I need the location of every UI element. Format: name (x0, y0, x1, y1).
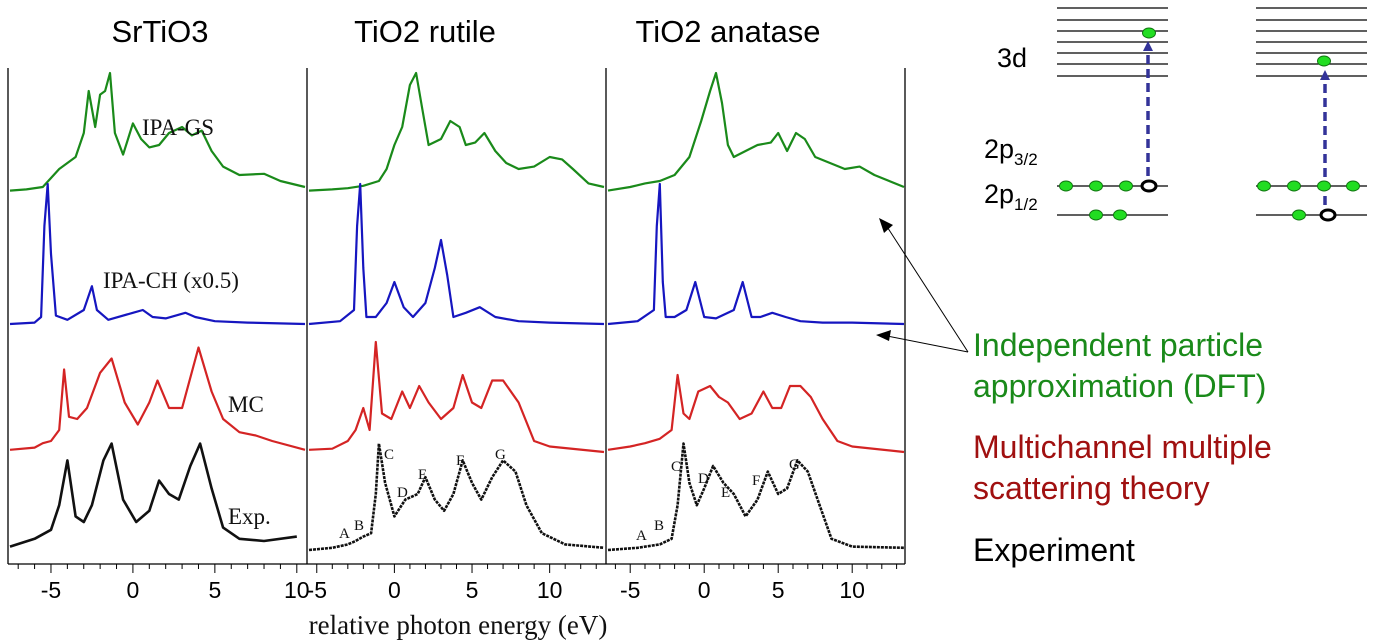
arrowhead-icon (1143, 41, 1153, 51)
legend-exp: Experiment (973, 532, 1135, 568)
feature-label: G (495, 447, 506, 463)
legend-mc-line1: Multichannel multiple (973, 429, 1272, 465)
curve-mc-rutile (308, 340, 605, 454)
electron-icon (1257, 180, 1271, 192)
curve-mc-srtio3 (9, 346, 306, 451)
feature-label: F (456, 453, 464, 469)
legend-ipa-line2: approximation (DFT) (973, 368, 1267, 404)
core-hole-icon (1319, 208, 1337, 222)
electron-icon (1317, 180, 1331, 192)
feature-label: A (636, 528, 647, 544)
x-tick-label: 5 (466, 577, 479, 603)
x-tick-label: 10 (839, 577, 865, 603)
arrowhead-icon (876, 330, 891, 341)
level-label-2p32: 2p3/2 (984, 134, 1038, 169)
curve-ipa-gs-anatase (607, 71, 905, 192)
level-label-main: 2p (984, 179, 1014, 209)
feature-labels-rutile: A B C D E F G (339, 447, 506, 542)
legend-ipa-line1: Independent particle (973, 327, 1263, 363)
feature-label: E (721, 485, 730, 501)
level-label-main: 2p (984, 134, 1014, 164)
annotation-ipa-ch: IPA-CH (x0.5) (103, 268, 239, 293)
feature-label: C (671, 459, 681, 475)
curve-exp-rutile (308, 442, 605, 552)
feature-label: B (654, 518, 664, 534)
feature-label: C (384, 447, 394, 463)
x-tick-label: 0 (698, 577, 711, 603)
electron-icon (1089, 180, 1103, 192)
electron-icon (1292, 209, 1306, 221)
arrowhead-icon (1320, 70, 1330, 80)
legend-pointer-arrows (881, 221, 969, 353)
panel-title-srtio3: SrTiO3 (111, 14, 208, 49)
annotation-mc: MC (228, 392, 264, 417)
legend-mc-line2: scattering theory (973, 470, 1210, 506)
x-tick-label: -5 (41, 577, 61, 603)
arrowhead-icon (879, 218, 893, 233)
level-label-subscript: 1/2 (1014, 195, 1038, 214)
x-tick-label: 10 (537, 577, 563, 603)
electron-icon (1089, 209, 1103, 221)
curve-mc-anatase (607, 373, 905, 454)
curve-ipa-ch-srtio3 (9, 182, 306, 326)
x-tick-label: 0 (127, 577, 140, 603)
spectra-curves (9, 71, 905, 552)
curve-exp-srtio3 (9, 442, 297, 548)
curve-ipa-gs-rutile (308, 71, 605, 192)
feature-label: G (789, 457, 800, 473)
curve-ipa-ch-anatase (607, 182, 905, 326)
electron-icon (1317, 55, 1331, 67)
x-tick-label: -5 (620, 577, 640, 603)
core-hole-icon (1140, 179, 1158, 193)
curve-ipa-ch-rutile (308, 182, 605, 326)
x-axis-ticks: -5 0 5 10-5 0 5 10 -5 0 5 10 (17, 564, 898, 603)
panel-title-rutile: TiO2 rutile (354, 14, 496, 49)
panel-title-anatase: TiO2 anatase (636, 14, 821, 49)
electron-icon (1287, 180, 1301, 192)
feature-labels-anatase: A B C D E F G (636, 457, 800, 544)
feature-label: A (339, 526, 350, 542)
annotation-ipa-gs: IPA-GS (142, 115, 214, 140)
feature-label: E (418, 467, 427, 483)
level-label-3d: 3d (997, 43, 1027, 73)
electron-icon (1059, 180, 1073, 192)
feature-label: D (397, 485, 408, 501)
x-axis-label: relative photon energy (eV) (309, 610, 608, 640)
feature-label: B (354, 518, 364, 534)
x-tick-label: 5 (772, 577, 785, 603)
energy-level-diagram (1057, 7, 1367, 222)
x-tick-label: -5 (307, 577, 327, 603)
electron-icon (1346, 180, 1360, 192)
electron-icon (1142, 27, 1156, 39)
feature-label: F (752, 473, 760, 489)
feature-label: D (698, 471, 709, 487)
curve-exp-anatase (607, 442, 905, 552)
x-tick-label: 10 (284, 577, 310, 603)
electron-icon (1119, 180, 1133, 192)
annotation-exp: Exp. (228, 504, 271, 529)
x-tick-label: 0 (388, 577, 401, 603)
x-tick-label: 5 (208, 577, 221, 603)
electron-icon (1113, 209, 1127, 221)
level-label-subscript: 3/2 (1014, 150, 1038, 169)
curve-ipa-gs-srtio3 (9, 71, 306, 192)
level-label-2p12: 2p1/2 (984, 179, 1038, 214)
